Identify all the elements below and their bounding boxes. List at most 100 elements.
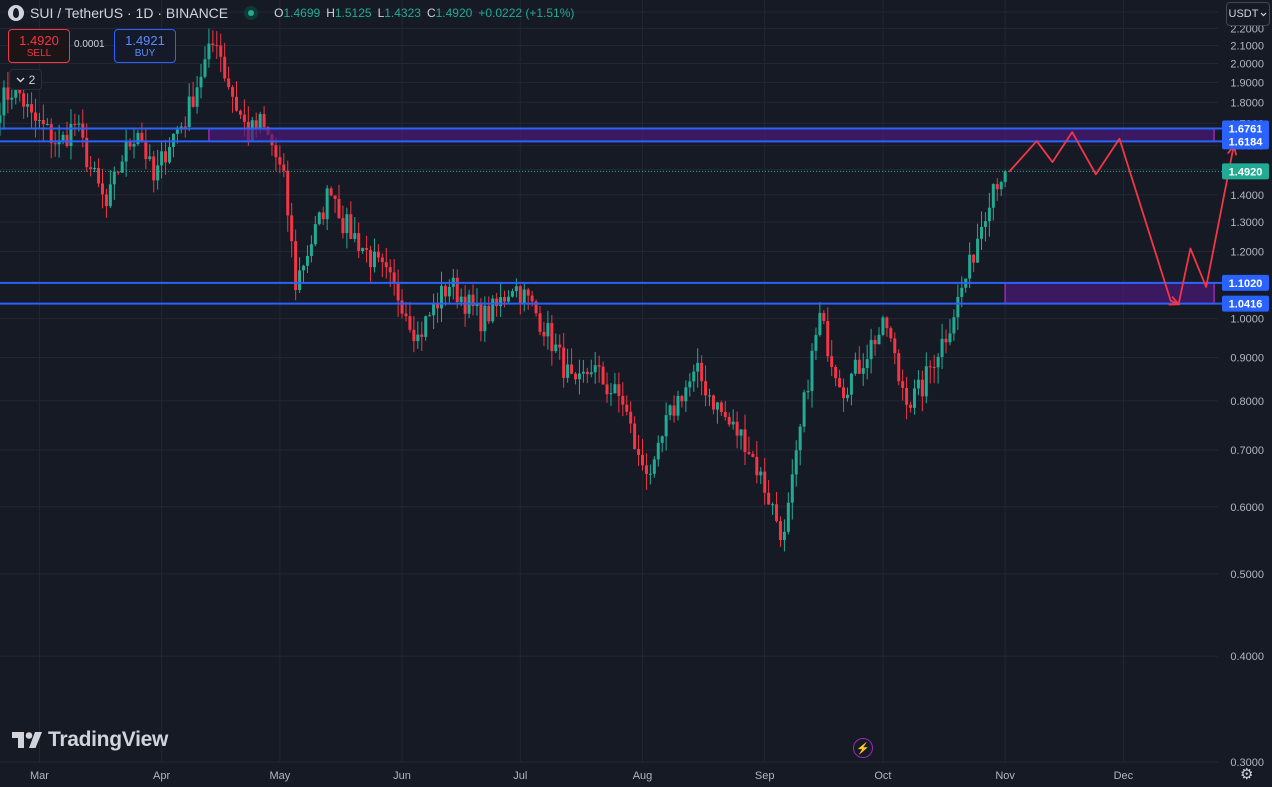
candle-body <box>305 255 309 266</box>
candle-body <box>731 421 735 425</box>
currency-button[interactable]: USDT <box>1226 2 1270 26</box>
x-tick-label: Mar <box>30 770 49 782</box>
candle-body <box>278 157 282 165</box>
candle-body <box>999 182 1003 190</box>
gear-icon[interactable]: ⚙ <box>1240 766 1254 783</box>
x-tick-label: Jun <box>393 770 411 782</box>
candle-body <box>849 373 853 395</box>
buy-button[interactable]: 1.4921 BUY <box>114 29 176 63</box>
candle-body <box>81 123 85 138</box>
candle-body <box>223 56 227 79</box>
candle-body <box>211 43 215 46</box>
candle-body <box>842 387 846 399</box>
candle-body <box>506 296 510 302</box>
candle-body <box>641 454 645 466</box>
ohlc-item: L1.4323 <box>378 6 421 20</box>
candle-body <box>156 165 160 181</box>
last-price-badge <box>1222 163 1269 180</box>
candle-body <box>790 474 794 503</box>
candle-body <box>412 329 416 342</box>
last-price-label: 1.4920 <box>1229 166 1263 178</box>
candle-body <box>317 212 321 225</box>
candle-body <box>97 167 101 184</box>
candle-body <box>909 404 913 408</box>
market-open-icon[interactable] <box>244 6 259 20</box>
candle-body <box>794 450 798 475</box>
candle-body <box>353 233 357 239</box>
candle-body <box>128 141 132 147</box>
candle-body <box>286 170 290 216</box>
candle-body <box>708 395 712 397</box>
candle-body <box>112 171 116 185</box>
candle-body <box>566 364 570 378</box>
y-tick-label: 0.8000 <box>1230 396 1264 408</box>
ohlc-item: +0.0222 (+1.51%) <box>478 6 574 20</box>
flash-icon[interactable]: ⚡ <box>853 738 873 758</box>
candle-body <box>775 504 779 522</box>
candle-body <box>183 126 187 128</box>
time-axis[interactable]: Mar Apr May Jun Jul Aug Sep Oct Nov Dec <box>30 770 1134 782</box>
candle-body <box>755 456 759 476</box>
candle-body <box>893 338 897 354</box>
sell-button[interactable]: 1.4920 SELL <box>8 29 70 63</box>
candle-body <box>1003 171 1007 183</box>
candle-body <box>845 394 849 399</box>
candle-body <box>806 390 810 393</box>
candle-body <box>767 492 771 505</box>
candle-body <box>912 388 916 408</box>
symbol-title[interactable]: SUI / TetherUS · 1D · BINANCE <box>30 5 229 21</box>
candle-body <box>164 151 168 163</box>
candle-body <box>65 134 69 146</box>
candle-body <box>215 45 219 47</box>
candle-body <box>704 381 708 396</box>
candle-body <box>518 286 522 304</box>
candle-body <box>26 104 30 107</box>
candle-body <box>361 248 365 251</box>
ohlc-key: L <box>377 6 385 20</box>
candle-body <box>148 156 152 160</box>
x-tick-label: Nov <box>995 770 1015 782</box>
candle-body <box>37 120 41 122</box>
candle-body <box>889 328 893 339</box>
candle-body <box>771 504 775 506</box>
candle-body <box>380 257 384 263</box>
candle-body <box>140 132 144 143</box>
y-tick-label: 0.3000 <box>1230 757 1264 769</box>
candle-body <box>979 226 983 239</box>
candle-body <box>834 366 838 379</box>
projection-arrow-down <box>1168 296 1181 306</box>
candle-body <box>436 302 440 309</box>
candle-body <box>104 194 108 207</box>
currency-label: USDT <box>1228 8 1259 20</box>
candle-body <box>644 465 648 474</box>
ohlc-value: +0.0222 (+1.51%) <box>478 6 575 20</box>
candle-body <box>459 296 463 303</box>
candle-body <box>420 334 424 337</box>
candle-body <box>333 195 337 199</box>
candle-body <box>235 96 239 111</box>
tradingview-logo-icon <box>12 732 42 748</box>
supply-demand-zone <box>208 127 1215 143</box>
candle-body <box>983 221 987 227</box>
y-tick-label: 2.1000 <box>1230 40 1264 52</box>
tradingview-logo[interactable]: TradingView <box>12 728 168 752</box>
candle-body <box>562 347 566 378</box>
y-tick-label: 1.8000 <box>1230 97 1264 109</box>
candles <box>0 28 1007 552</box>
candle-body <box>739 429 743 436</box>
candle-body <box>948 333 952 343</box>
candle-body <box>49 123 53 144</box>
candle-body <box>924 366 928 397</box>
candle-body <box>928 366 932 368</box>
level-badge <box>1222 274 1269 291</box>
candle-body <box>956 296 960 318</box>
candle-body <box>120 161 124 173</box>
candle-body <box>93 167 97 170</box>
candle-body <box>132 143 136 147</box>
candle-body <box>570 364 574 374</box>
indicators-toggle[interactable]: 2 <box>9 69 42 90</box>
candle-body <box>680 395 684 402</box>
candle-body <box>763 471 767 493</box>
candle-body <box>309 244 313 256</box>
